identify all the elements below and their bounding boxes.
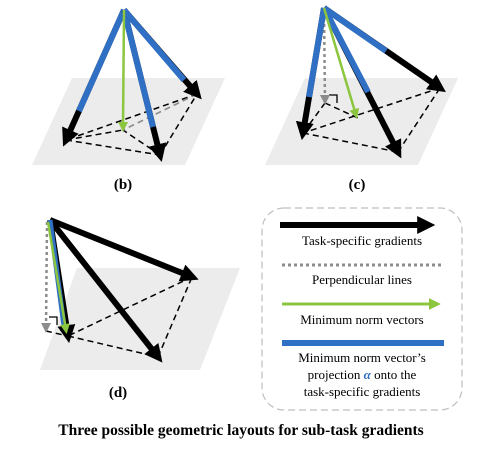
panel-d: (d) (40, 217, 240, 401)
legend-projection-label-3: task-specific gradients (304, 384, 421, 399)
alpha-symbol: α (364, 367, 372, 382)
legend-gradient-label: Task-specific gradients (302, 233, 422, 248)
min-norm-arrow (118, 9, 129, 132)
task-gradient-arrow (48, 217, 199, 282)
perpendicular-line (41, 221, 52, 333)
figure-caption: Three possible geometric layouts for sub… (58, 422, 423, 439)
right-angle-mark (329, 94, 338, 103)
perpendicular-line (319, 11, 330, 105)
panel-c: (c) (265, 5, 458, 193)
right-angle-mark (49, 316, 58, 325)
projection-segment (121, 8, 187, 82)
panel-label: (c) (349, 177, 366, 193)
task-gradient-arrow (47, 218, 163, 363)
perpendicular-line (122, 93, 198, 131)
projection-segment (76, 8, 127, 113)
legend: Task-specific gradients Perpendicular li… (261, 207, 463, 411)
projection-segment (121, 9, 156, 128)
legend-min-norm-label: Minimum norm vectors (300, 312, 424, 327)
legend-projection-label-2: projection α onto the (308, 367, 417, 382)
dashed-triangle (65, 93, 198, 156)
panel-label: (b) (114, 177, 132, 193)
plane (32, 78, 225, 165)
panel-b: (b) (32, 8, 225, 193)
legend-box (261, 207, 463, 411)
projection-segment (322, 5, 388, 54)
plane (265, 78, 458, 165)
legend-projection-label-1: Minimum norm vector’s (298, 350, 426, 365)
projection-segment (321, 6, 371, 94)
min-norm-arrow (322, 7, 360, 119)
panel-label: (d) (109, 385, 127, 401)
min-norm-arrow (46, 221, 70, 334)
projection-segment (306, 7, 327, 98)
legend-perpendicular-label: Perpendicular lines (312, 272, 412, 287)
plane (40, 268, 240, 370)
